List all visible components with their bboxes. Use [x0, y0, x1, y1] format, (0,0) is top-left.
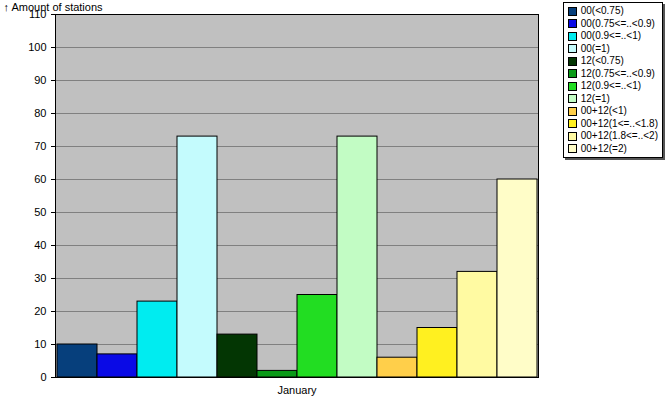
html-text:12(0.9<=..<1): 12(0.9<=..<1): [580, 80, 641, 91]
svg-text:80: 80: [34, 107, 46, 119]
html-text:00(<0.75): 00(<0.75): [580, 5, 624, 16]
html-text:12(=1): 12(=1): [580, 92, 610, 104]
svg-text:90: 90: [34, 74, 46, 86]
svg-text:50: 50: [34, 206, 46, 218]
svg-text:January: January: [277, 384, 317, 396]
html-text:00+12(=2): 00+12(=2): [580, 142, 627, 154]
html-text:12(0.75<=..<0.9): 12(0.75<=..<0.9): [580, 67, 655, 79]
svg-text:30: 30: [34, 272, 46, 284]
svg-text:40: 40: [34, 239, 46, 251]
html-text:00(0.75<=..<0.9): 00(0.75<=..<0.9): [580, 17, 655, 29]
html-text:00+12(1<=..<1.8): 00+12(1<=..<1.8): [580, 117, 658, 129]
html-text:12(<0.75): 12(<0.75): [580, 55, 624, 66]
html-text:00+12(1.8<=..<2): 00+12(1.8<=..<2): [580, 130, 658, 141]
html-text:00+12(<1): 00+12(<1): [580, 105, 627, 116]
svg-text:0: 0: [40, 371, 46, 383]
svg-text:60: 60: [34, 173, 46, 185]
html-text:00(=1): 00(=1): [580, 42, 610, 54]
svg-text:110: 110: [29, 8, 47, 20]
svg-text:20: 20: [34, 305, 46, 317]
html-text:00(0.9<=..<1): 00(0.9<=..<1): [580, 30, 641, 41]
svg-text:100: 100: [28, 41, 46, 53]
svg-text:10: 10: [34, 338, 46, 350]
svg-text:↑ Amount of stations: ↑ Amount of stations: [4, 1, 104, 13]
svg-text:70: 70: [34, 140, 46, 152]
